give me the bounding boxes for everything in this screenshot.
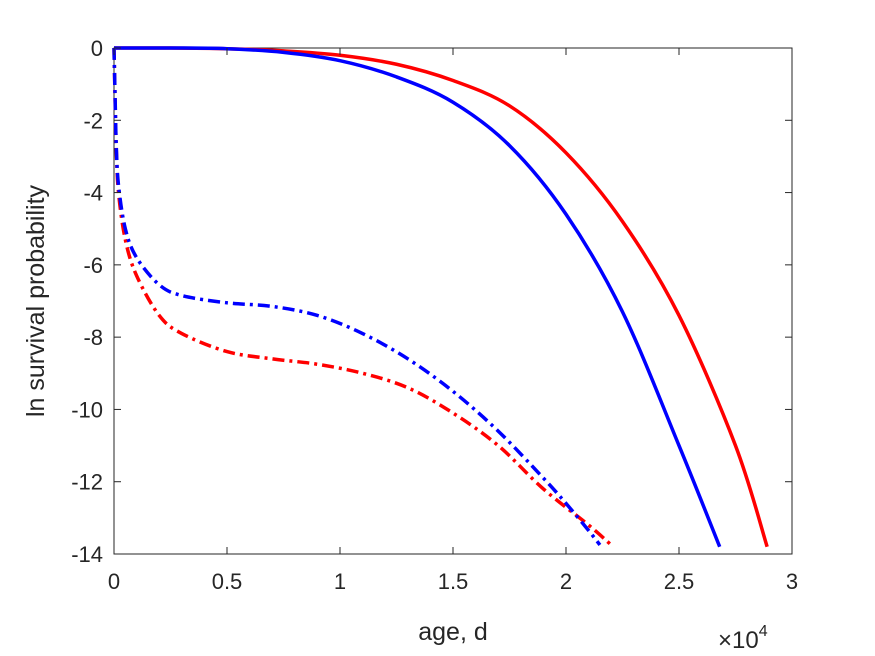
x-tick-label: 0 <box>108 569 120 594</box>
series-line-4 <box>112 47 602 547</box>
y-tick-label: -8 <box>83 325 103 350</box>
series-line-1 <box>113 46 769 548</box>
y-tick-label: -6 <box>83 253 103 278</box>
x-multiplier-base: ×10 <box>718 627 759 654</box>
y-axis: 0 -2 -4 -6 -8 -10 -12 -14 <box>71 36 792 567</box>
x-tick-label: 0.5 <box>212 569 243 594</box>
y-tick-label: -14 <box>71 542 103 567</box>
y-tick-label: -2 <box>83 108 103 133</box>
x-tick-label: 3 <box>786 569 798 594</box>
x-multiplier-exponent: 4 <box>759 623 768 640</box>
series-line-3 <box>112 47 613 547</box>
x-axis-multiplier: ×104 <box>718 623 768 654</box>
x-axis: 0 0.5 1 1.5 2 2.5 3 <box>108 48 798 594</box>
y-tick-label: 0 <box>91 36 103 61</box>
series-line-2 <box>113 46 722 548</box>
y-tick-label: -10 <box>71 397 103 422</box>
series-layer <box>112 46 769 548</box>
y-tick-label: -4 <box>83 181 103 206</box>
x-axis-label: age, d <box>418 618 488 646</box>
x-tick-label: 1 <box>334 569 346 594</box>
x-tick-label: 2 <box>560 569 572 594</box>
y-tick-label: -12 <box>71 470 103 495</box>
y-axis-label: ln survival probability <box>22 184 50 417</box>
plot-area <box>112 46 793 555</box>
x-tick-label: 2.5 <box>664 569 695 594</box>
x-tick-label: 1.5 <box>438 569 469 594</box>
